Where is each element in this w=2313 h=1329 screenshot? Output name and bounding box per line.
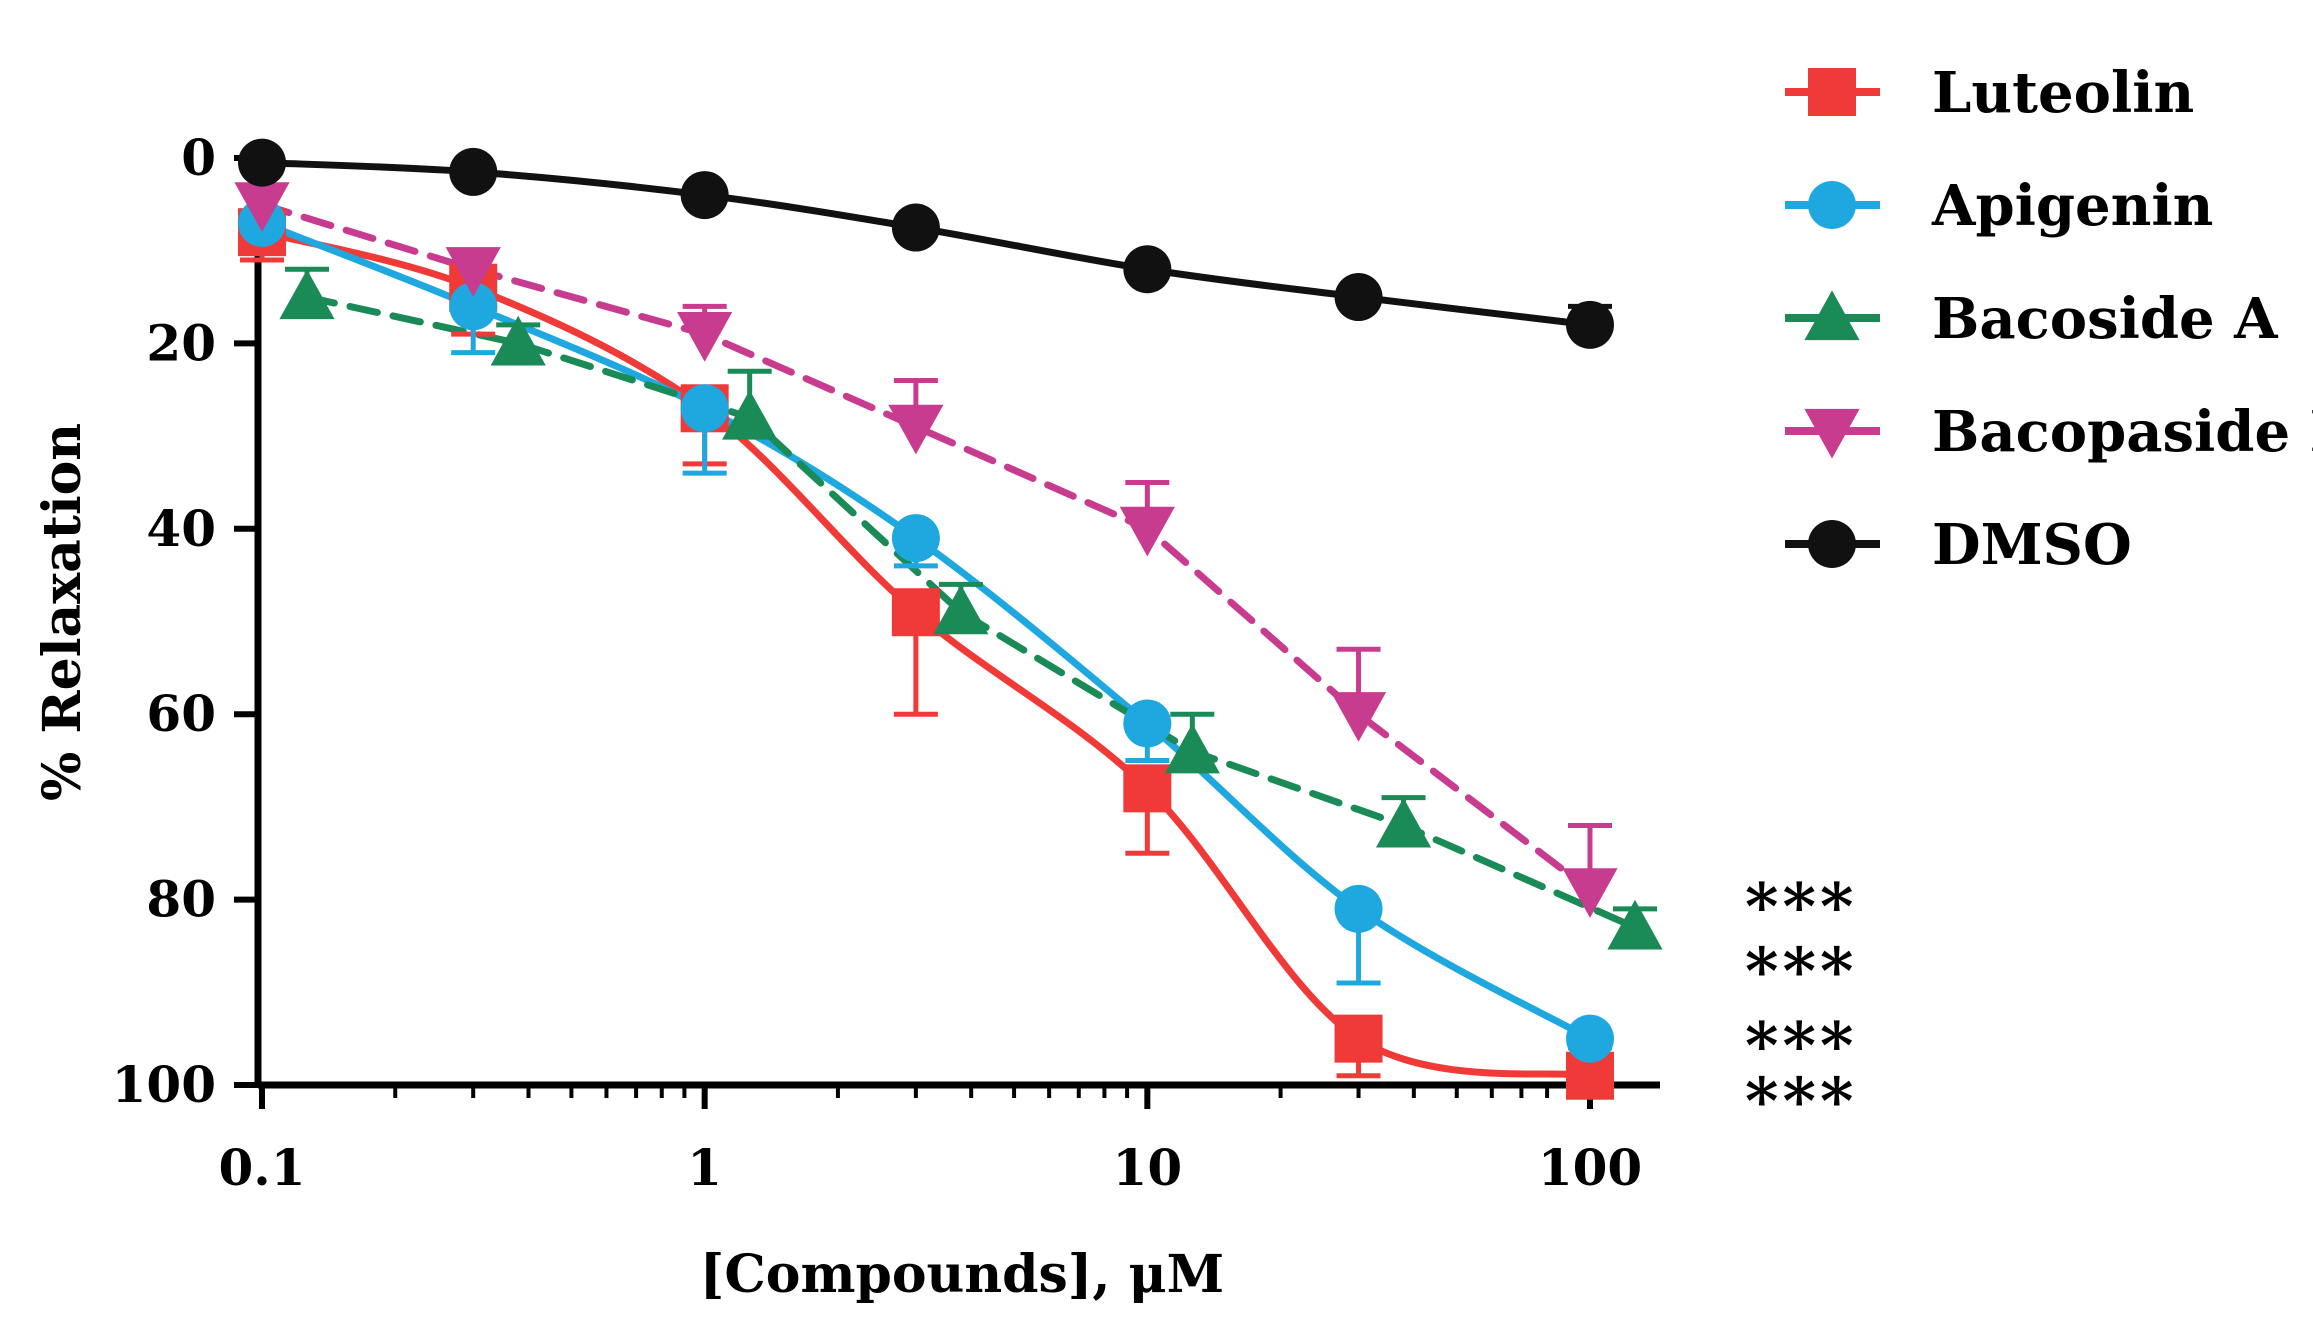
point-apigenin — [680, 384, 729, 433]
point-luteolin — [1123, 764, 1172, 813]
point-dmso — [1334, 273, 1383, 322]
significance-mark: *** — [1745, 934, 1857, 1009]
legend-label-apigenin: Apigenin — [1931, 173, 2213, 239]
axis-labels: [Compounds], μM % Relaxation — [32, 423, 1224, 1305]
legend-label-dmso: DMSO — [1932, 512, 2132, 578]
x-tick-label-100: 100 — [1538, 1138, 1642, 1197]
point-bacoside-a — [933, 584, 989, 635]
point-bacoside-a — [1375, 797, 1432, 848]
point-bacoside-a — [490, 315, 546, 366]
point-bacoside-a — [1164, 723, 1220, 774]
point-dmso — [1566, 300, 1614, 349]
point-bacoside-a — [722, 389, 778, 440]
point-luteolin — [891, 588, 940, 637]
point-apigenin — [891, 514, 940, 563]
legend-label-bacoside-a: Bacoside A — [1932, 286, 2279, 352]
significance-annotations: ************ — [1745, 869, 1857, 1139]
legend-marker-dmso — [1808, 520, 1856, 568]
significance-mark: *** — [1745, 1008, 1857, 1083]
point-dmso — [891, 203, 940, 252]
point-bacopaside-i — [1119, 506, 1175, 557]
x-tick-label-1: 1 — [687, 1138, 722, 1197]
point-bacopaside-i — [677, 312, 733, 362]
y-axis-title: % Relaxation — [32, 423, 93, 801]
y-tick-label-100: 100 — [112, 1055, 216, 1114]
point-dmso — [238, 138, 286, 187]
point-bacopaside-i — [1562, 868, 1618, 918]
point-bacopaside-i — [445, 247, 501, 297]
legend-marker-luteolin — [1808, 68, 1856, 116]
significance-mark: *** — [1745, 1064, 1857, 1139]
legend-label-luteolin: Luteolin — [1932, 60, 2194, 126]
point-dmso — [449, 147, 498, 196]
point-apigenin — [1123, 699, 1172, 748]
legend-marker-apigenin — [1808, 181, 1856, 229]
point-bacopaside-i — [888, 404, 944, 455]
legend: Luteolin Apigenin Bacoside A Bacopaside I DM… — [1785, 60, 2313, 578]
point-dmso — [1123, 245, 1172, 294]
legend-label-bacopaside-i: Bacopaside I — [1932, 399, 2313, 465]
legend-marker-bacopaside-i — [1804, 408, 1860, 459]
y-tick-label-60: 60 — [146, 684, 216, 743]
curve-luteolin — [258, 228, 1594, 1080]
data-markers — [234, 138, 1663, 1100]
significance-mark: *** — [1745, 869, 1857, 944]
point-apigenin — [449, 282, 498, 331]
point-bacopaside-i — [1330, 692, 1387, 742]
point-bacoside-a — [279, 269, 335, 320]
point-dmso — [680, 171, 729, 220]
y-tick-label-20: 20 — [146, 313, 216, 372]
point-luteolin — [1334, 1014, 1383, 1063]
legend-marker-bacoside-a — [1804, 290, 1860, 341]
point-bacopaside-i — [234, 182, 290, 232]
x-tick-label-0.1: 0.1 — [219, 1138, 306, 1197]
y-tick-label-0: 0 — [181, 128, 216, 187]
x-tick-label-10: 10 — [1113, 1138, 1183, 1197]
point-bacoside-a — [1607, 899, 1663, 950]
y-tick-label-80: 80 — [146, 870, 216, 929]
point-apigenin — [1334, 884, 1383, 933]
y-tick-label-40: 40 — [146, 499, 216, 558]
x-axis-title: [Compounds], μM — [700, 1244, 1224, 1305]
point-apigenin — [1566, 1014, 1614, 1063]
